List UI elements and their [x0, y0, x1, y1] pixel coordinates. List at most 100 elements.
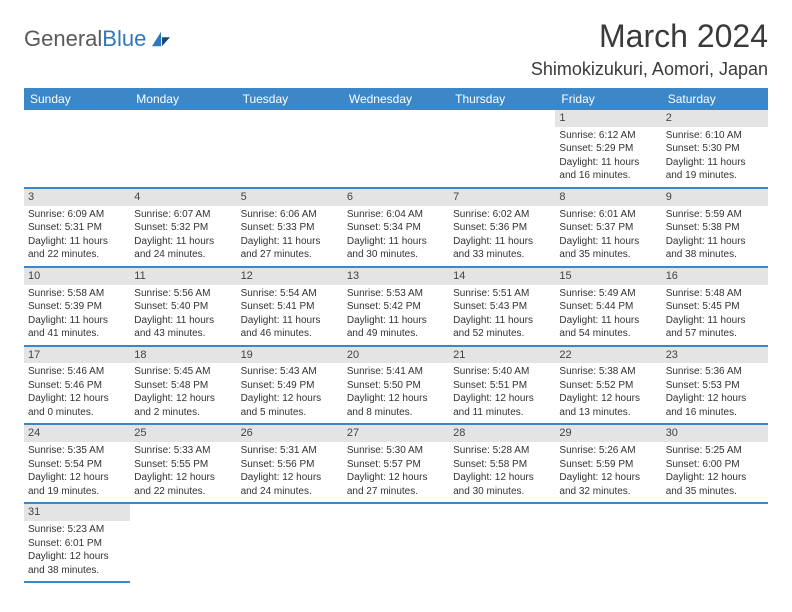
week-row: 1 Sunrise: 6:12 AMSunset: 5:29 PMDaylight…	[24, 110, 768, 188]
day-number: 9	[662, 189, 768, 206]
day-number: 24	[24, 425, 130, 442]
day-number: 23	[662, 347, 768, 364]
day-number: 31	[24, 504, 130, 521]
day-number: 30	[662, 425, 768, 442]
day-info: Sunrise: 6:01 AMSunset: 5:37 PMDaylight:…	[559, 208, 657, 262]
empty-cell	[662, 503, 768, 582]
day-info: Sunrise: 5:48 AMSunset: 5:45 PMDaylight:…	[666, 287, 764, 341]
day-number: 19	[237, 347, 343, 364]
empty-cell	[237, 110, 343, 188]
day-cell: 20Sunrise: 5:41 AMSunset: 5:50 PMDayligh…	[343, 346, 449, 425]
day-cell: 18Sunrise: 5:45 AMSunset: 5:48 PMDayligh…	[130, 346, 236, 425]
calendar-head: SundayMondayTuesdayWednesdayThursdayFrid…	[24, 88, 768, 110]
day-cell: 31 Sunrise: 5:23 AMSunset: 6:01 PMDayligh…	[24, 503, 130, 582]
day-cell: 28Sunrise: 5:28 AMSunset: 5:58 PMDayligh…	[449, 424, 555, 503]
col-header-sunday: Sunday	[24, 88, 130, 110]
day-info: Sunrise: 5:30 AMSunset: 5:57 PMDaylight:…	[347, 444, 445, 498]
day-cell: 15 Sunrise: 5:49 AMSunset: 5:44 PMDayligh…	[555, 267, 661, 346]
logo: GeneralBlue	[24, 26, 172, 52]
col-header-saturday: Saturday	[662, 88, 768, 110]
day-number: 17	[24, 347, 130, 364]
day-number: 27	[343, 425, 449, 442]
empty-cell	[449, 110, 555, 188]
day-cell: 12 Sunrise: 5:54 AMSunset: 5:41 PMDayligh…	[237, 267, 343, 346]
day-info: Sunrise: 5:35 AMSunset: 5:54 PMDaylight:…	[28, 444, 126, 498]
empty-cell	[130, 110, 236, 188]
day-number: 22	[555, 347, 661, 364]
day-number: 18	[130, 347, 236, 364]
day-info: Sunrise: 6:06 AMSunset: 5:33 PMDaylight:…	[241, 208, 339, 262]
day-number: 29	[555, 425, 661, 442]
empty-cell	[237, 503, 343, 582]
empty-cell	[24, 110, 130, 188]
day-info: Sunrise: 5:49 AMSunset: 5:44 PMDaylight:…	[559, 287, 657, 341]
day-number: 4	[130, 189, 236, 206]
day-info: Sunrise: 5:25 AMSunset: 6:00 PMDaylight:…	[666, 444, 764, 498]
day-number: 14	[449, 268, 555, 285]
col-header-friday: Friday	[555, 88, 661, 110]
day-number: 26	[237, 425, 343, 442]
day-info: Sunrise: 6:04 AMSunset: 5:34 PMDaylight:…	[347, 208, 445, 262]
day-number: 13	[343, 268, 449, 285]
day-info: Sunrise: 6:12 AMSunset: 5:29 PMDaylight:…	[559, 129, 657, 183]
day-number: 15	[555, 268, 661, 285]
day-number: 16	[662, 268, 768, 285]
day-cell: 26 Sunrise: 5:31 AMSunset: 5:56 PMDayligh…	[237, 424, 343, 503]
day-cell: 23Sunrise: 5:36 AMSunset: 5:53 PMDayligh…	[662, 346, 768, 425]
week-row: 3Sunrise: 6:09 AMSunset: 5:31 PMDaylight…	[24, 188, 768, 267]
logo-text: GeneralBlue	[24, 26, 146, 52]
day-info: Sunrise: 5:45 AMSunset: 5:48 PMDaylight:…	[134, 365, 232, 419]
day-info: Sunrise: 5:54 AMSunset: 5:41 PMDaylight:…	[241, 287, 339, 341]
week-row: 24 Sunrise: 5:35 AMSunset: 5:54 PMDayligh…	[24, 424, 768, 503]
location-subtitle: Shimokizukuri, Aomori, Japan	[531, 59, 768, 80]
day-cell: 1 Sunrise: 6:12 AMSunset: 5:29 PMDaylight…	[555, 110, 661, 188]
calendar-table: SundayMondayTuesdayWednesdayThursdayFrid…	[24, 88, 768, 583]
day-cell: 25Sunrise: 5:33 AMSunset: 5:55 PMDayligh…	[130, 424, 236, 503]
day-info: Sunrise: 6:09 AMSunset: 5:31 PMDaylight:…	[28, 208, 126, 262]
day-cell: 29 Sunrise: 5:26 AMSunset: 5:59 PMDayligh…	[555, 424, 661, 503]
day-cell: 11Sunrise: 5:56 AMSunset: 5:40 PMDayligh…	[130, 267, 236, 346]
day-cell: 8 Sunrise: 6:01 AMSunset: 5:37 PMDaylight…	[555, 188, 661, 267]
week-row: 10 Sunrise: 5:58 AMSunset: 5:39 PMDayligh…	[24, 267, 768, 346]
day-cell: 22Sunrise: 5:38 AMSunset: 5:52 PMDayligh…	[555, 346, 661, 425]
day-cell: 3Sunrise: 6:09 AMSunset: 5:31 PMDaylight…	[24, 188, 130, 267]
col-header-wednesday: Wednesday	[343, 88, 449, 110]
day-cell: 13 Sunrise: 5:53 AMSunset: 5:42 PMDayligh…	[343, 267, 449, 346]
day-cell: 24 Sunrise: 5:35 AMSunset: 5:54 PMDayligh…	[24, 424, 130, 503]
col-header-monday: Monday	[130, 88, 236, 110]
day-number: 1	[555, 110, 661, 127]
day-cell: 2Sunrise: 6:10 AMSunset: 5:30 PMDaylight…	[662, 110, 768, 188]
day-cell: 17Sunrise: 5:46 AMSunset: 5:46 PMDayligh…	[24, 346, 130, 425]
day-number: 28	[449, 425, 555, 442]
day-info: Sunrise: 5:26 AMSunset: 5:59 PMDaylight:…	[559, 444, 657, 498]
day-cell: 9Sunrise: 5:59 AMSunset: 5:38 PMDaylight…	[662, 188, 768, 267]
day-number: 10	[24, 268, 130, 285]
empty-cell	[343, 110, 449, 188]
day-number: 6	[343, 189, 449, 206]
day-number: 12	[237, 268, 343, 285]
day-info: Sunrise: 5:53 AMSunset: 5:42 PMDaylight:…	[347, 287, 445, 341]
day-info: Sunrise: 5:31 AMSunset: 5:56 PMDaylight:…	[241, 444, 339, 498]
day-cell: 10 Sunrise: 5:58 AMSunset: 5:39 PMDayligh…	[24, 267, 130, 346]
day-info: Sunrise: 5:36 AMSunset: 5:53 PMDaylight:…	[666, 365, 764, 419]
day-info: Sunrise: 5:46 AMSunset: 5:46 PMDaylight:…	[28, 365, 126, 419]
day-info: Sunrise: 5:41 AMSunset: 5:50 PMDaylight:…	[347, 365, 445, 419]
week-row: 17Sunrise: 5:46 AMSunset: 5:46 PMDayligh…	[24, 346, 768, 425]
week-row: 31 Sunrise: 5:23 AMSunset: 6:01 PMDayligh…	[24, 503, 768, 582]
day-number: 25	[130, 425, 236, 442]
day-cell: 7Sunrise: 6:02 AMSunset: 5:36 PMDaylight…	[449, 188, 555, 267]
day-info: Sunrise: 5:58 AMSunset: 5:39 PMDaylight:…	[28, 287, 126, 341]
empty-cell	[555, 503, 661, 582]
day-info: Sunrise: 5:40 AMSunset: 5:51 PMDaylight:…	[453, 365, 551, 419]
day-info: Sunrise: 5:43 AMSunset: 5:49 PMDaylight:…	[241, 365, 339, 419]
day-number: 8	[555, 189, 661, 206]
day-info: Sunrise: 6:07 AMSunset: 5:32 PMDaylight:…	[134, 208, 232, 262]
empty-cell	[130, 503, 236, 582]
day-cell: 6 Sunrise: 6:04 AMSunset: 5:34 PMDaylight…	[343, 188, 449, 267]
day-cell: 21Sunrise: 5:40 AMSunset: 5:51 PMDayligh…	[449, 346, 555, 425]
logo-text-general: General	[24, 26, 102, 51]
col-header-thursday: Thursday	[449, 88, 555, 110]
col-header-tuesday: Tuesday	[237, 88, 343, 110]
day-info: Sunrise: 5:23 AMSunset: 6:01 PMDaylight:…	[28, 523, 126, 577]
day-number: 11	[130, 268, 236, 285]
